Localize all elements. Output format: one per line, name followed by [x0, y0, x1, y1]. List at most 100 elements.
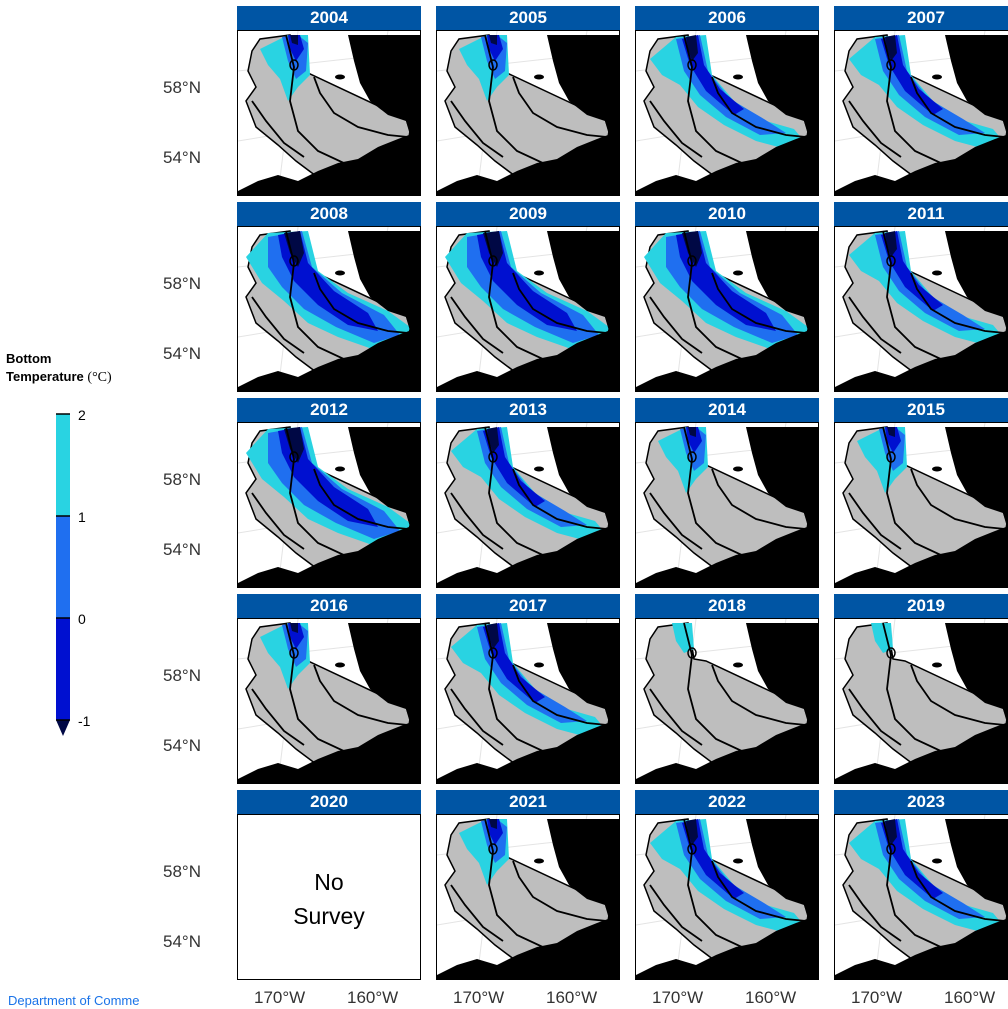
- panel-year-label: 2015: [834, 398, 1008, 422]
- map-panel-2021: 2021: [436, 790, 620, 980]
- map-panel-2005: 2005: [436, 6, 620, 196]
- aleutian-coast: [238, 131, 420, 195]
- strata-boundary: [848, 492, 902, 550]
- strata-boundary: [512, 860, 608, 922]
- strata-boundary: [910, 664, 1006, 726]
- cold-pool-contour: [686, 819, 698, 845]
- map-panel-2009: 2009: [436, 202, 620, 392]
- aleutian-coast: [437, 327, 619, 391]
- panel-year-label: 2007: [834, 6, 1008, 30]
- pribilof-island: [687, 59, 697, 71]
- alaska-land: [746, 819, 818, 927]
- strata-boundary: [848, 884, 902, 942]
- panel-year-label: 2018: [635, 594, 819, 618]
- alaska-land: [945, 427, 1008, 528]
- map-panel-2018: 2018: [635, 594, 819, 784]
- pribilof-island: [886, 451, 896, 463]
- lat-label-58-row4: 58°N: [163, 666, 201, 685]
- pribilof-island: [886, 255, 896, 267]
- footer-link[interactable]: Department of Comme: [8, 993, 140, 1008]
- aleutian-coast: [238, 327, 420, 391]
- map-area: [834, 226, 1008, 392]
- strata-boundary: [848, 100, 902, 158]
- alaska-land: [348, 427, 420, 535]
- bering-sea-map: [835, 619, 1008, 783]
- panel-year-label: 2008: [237, 202, 421, 226]
- strata-boundary: [848, 688, 902, 746]
- cold-pool-contour: [885, 819, 897, 845]
- bering-sea-map: [835, 423, 1008, 587]
- legend-title: Bottom Temperature (°C): [6, 350, 112, 387]
- map-panel-2020: 2020 No Survey: [237, 790, 421, 980]
- panel-year-label: 2019: [834, 594, 1008, 618]
- panel-year-label: 2020: [237, 790, 421, 814]
- bering-sea-map: [636, 31, 818, 195]
- aleutian-coast: [835, 918, 1008, 979]
- bering-sea-map: [437, 619, 619, 783]
- aleutian-coast: [835, 722, 1008, 783]
- pribilof-island: [687, 647, 697, 659]
- cold-pool-contour: [676, 231, 776, 331]
- cold-pool-contour: [881, 35, 943, 115]
- lon-label-170-col2: 170°W: [453, 988, 505, 1007]
- cold-pool-contour: [483, 427, 545, 507]
- legend-tick-1: 1: [78, 509, 86, 525]
- strata-boundary: [313, 468, 409, 530]
- nunivak-island: [733, 74, 743, 80]
- strata-boundary: [450, 688, 504, 746]
- aleutian-coast: [437, 131, 619, 195]
- pribilof-island: [488, 647, 498, 659]
- strata-boundary: [450, 884, 504, 942]
- map-area: [436, 30, 620, 196]
- cold-pool-contour: [686, 35, 698, 61]
- map-area: [635, 30, 819, 196]
- map-panel-2010: 2010: [635, 202, 819, 392]
- map-area: [237, 226, 421, 392]
- panel-year-label: 2014: [635, 398, 819, 422]
- pribilof-island: [488, 843, 498, 855]
- strata-boundary: [649, 100, 703, 158]
- strata-boundary: [512, 272, 608, 334]
- alaska-land: [348, 231, 420, 339]
- map-area: [237, 618, 421, 784]
- alaska-land: [547, 231, 619, 339]
- legend-band-1-2: [56, 414, 70, 516]
- bering-sea-map: [835, 227, 1008, 391]
- map-panel-2011: 2011: [834, 202, 1008, 392]
- strata-boundary: [450, 100, 504, 158]
- panel-year-label: 2006: [635, 6, 819, 30]
- cold-pool-contour: [887, 427, 895, 437]
- cold-pool-contour: [477, 231, 577, 331]
- alaska-land: [746, 231, 818, 339]
- legend-tick-2: 2: [78, 407, 86, 423]
- map-panel-2012: 2012: [237, 398, 421, 588]
- pribilof-island: [488, 59, 498, 71]
- alaska-land: [746, 427, 818, 535]
- nunivak-island: [932, 662, 942, 668]
- lon-label-160-col4: 160°W: [944, 988, 996, 1007]
- cold-pool-contour: [881, 819, 943, 899]
- pribilof-island: [289, 647, 299, 659]
- legend-colorbar: 2 1 0 -1: [56, 407, 91, 736]
- alaska-land: [547, 623, 619, 731]
- aleutian-coast: [636, 523, 818, 587]
- legend-unit: (°C): [87, 370, 112, 385]
- strata-boundary: [251, 688, 305, 746]
- map-panel-2007: 2007: [834, 6, 1008, 196]
- alaska-land: [547, 819, 619, 927]
- panel-year-label: 2011: [834, 202, 1008, 226]
- nunivak-island: [932, 466, 942, 472]
- panel-year-label: 2012: [237, 398, 421, 422]
- bering-sea-map: [636, 619, 818, 783]
- map-area: [834, 618, 1008, 784]
- cold-pool-contour: [885, 231, 897, 257]
- strata-boundary: [910, 272, 1006, 334]
- nunivak-island: [534, 858, 544, 864]
- lat-label-58-row1: 58°N: [163, 78, 201, 97]
- strata-boundary: [450, 296, 504, 354]
- lon-label-160-col1: 160°W: [347, 988, 399, 1007]
- cold-pool-contour: [672, 623, 694, 653]
- pribilof-island: [687, 255, 697, 267]
- cold-pool-contour: [477, 427, 587, 527]
- alaska-land: [547, 427, 619, 535]
